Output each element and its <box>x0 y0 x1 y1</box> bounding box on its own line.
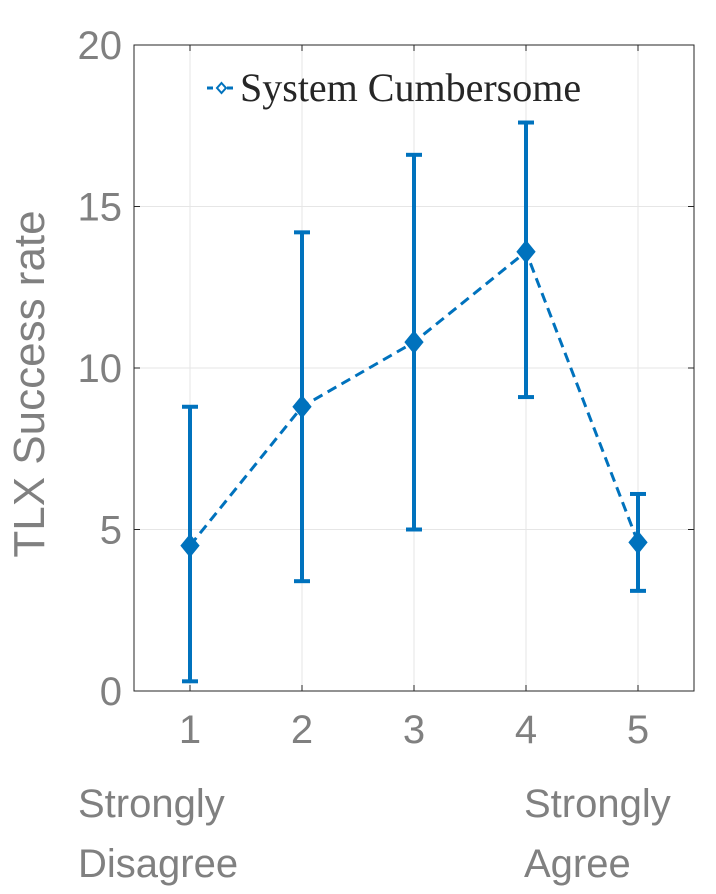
right-note-line-1: Strongly <box>524 782 671 826</box>
legend-series-label: System Cumbersome <box>240 65 581 110</box>
x-tick-label: 3 <box>403 708 425 752</box>
y-tick-label: 15 <box>78 186 123 230</box>
series-layer <box>180 120 648 684</box>
data-point-marker <box>628 530 648 555</box>
data-point-marker <box>516 239 536 264</box>
y-tick-label: 20 <box>78 24 123 68</box>
right-note-line-2: Agree <box>524 842 631 886</box>
y-tick-label: 5 <box>100 509 122 553</box>
y-tick-label: 10 <box>78 347 123 391</box>
category-notes: Strongly Disagree Strongly Agree <box>78 782 671 886</box>
axis-ticks <box>134 44 694 692</box>
y-tick-labels: 0 5 10 15 20 <box>78 24 123 714</box>
legend: System Cumbersome <box>207 65 581 110</box>
y-axis-title: TLX Success rate <box>5 210 54 557</box>
x-tick-label: 4 <box>515 708 537 752</box>
left-note-line-1: Strongly <box>78 782 225 826</box>
data-point-marker <box>292 394 312 419</box>
left-note-line-2: Disagree <box>78 842 238 886</box>
legend-diamond-marker <box>215 81 228 95</box>
y-tick-label: 0 <box>100 670 122 714</box>
x-tick-label: 2 <box>291 708 313 752</box>
x-tick-labels: 1 2 3 4 5 <box>179 708 649 752</box>
data-point-marker <box>404 330 424 354</box>
x-tick-label: 1 <box>179 708 201 752</box>
data-point-marker <box>180 533 200 558</box>
x-tick-label: 5 <box>627 708 649 752</box>
